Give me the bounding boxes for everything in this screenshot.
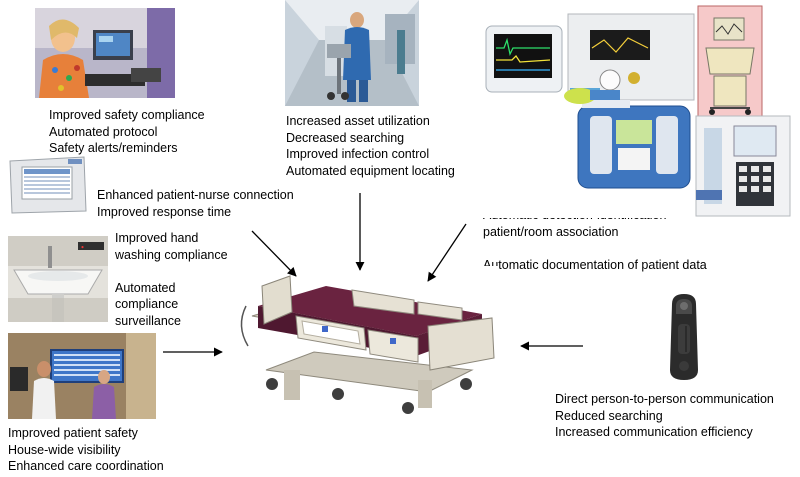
svg-text:●: ●	[81, 245, 84, 251]
nurse-call-console-photo	[8, 155, 88, 215]
benefit-line: Improved patient safety	[8, 426, 138, 440]
benefit-line: washing compliance	[115, 247, 228, 262]
staff-at-display-board-photo	[8, 333, 156, 419]
benefit-line: Improved safety compliance	[49, 108, 205, 122]
pump-module-icon	[695, 115, 791, 217]
benefit-line	[483, 240, 707, 257]
benefit-line: Safety alerts/reminders	[49, 141, 178, 155]
benefit-line: Enhanced patient-nurse connection	[97, 188, 294, 202]
benefit-line: Increased asset utilization	[286, 114, 430, 128]
benefit-line: Enhanced care coordination	[8, 459, 164, 473]
benefit-line: Reduced searching	[555, 408, 663, 423]
nurse-station-benefits: Improved safety compliance Automated pro…	[49, 107, 205, 157]
benefit-line: Decreased searching	[286, 130, 405, 145]
benefit-line: Direct person-to-person communication	[555, 392, 774, 406]
communication-benefits: Direct person-to-person communication Re…	[555, 391, 774, 441]
hospital-bed-photo	[232, 266, 498, 426]
benefit-line: House-wide visibility	[8, 442, 121, 457]
medical-devices-photos	[482, 4, 794, 218]
nurse-at-workstation-photo	[35, 8, 175, 98]
computer-cart-icon	[697, 5, 763, 135]
ventilator-icon	[567, 13, 695, 101]
infusion-pump-icon	[577, 100, 691, 189]
patient-monitor-icon	[485, 25, 563, 93]
benefit-line: Improved infection control	[286, 147, 430, 161]
benefit-line: surveillance	[115, 313, 182, 328]
benefit-line: Automated protocol	[49, 124, 158, 139]
benefit-line: Improved response time	[97, 204, 232, 219]
benefit-line: compliance	[115, 297, 179, 311]
benefit-line: Improved hand	[115, 231, 199, 245]
hand-washing-benefits: Improved hand washing compliance Automat…	[115, 230, 228, 329]
benefit-line: Increased communication efficiency	[555, 425, 753, 439]
benefit-line: patient/room association	[483, 224, 619, 239]
syringe-pump-icon	[564, 88, 620, 104]
visibility-benefits: Improved patient safety House-wide visib…	[8, 425, 164, 475]
asset-tracking-benefits: Increased asset utilization Decreased se…	[286, 113, 455, 179]
benefit-line: Automated	[115, 280, 176, 295]
benefit-line: Automatic documentation of patient data	[483, 257, 707, 272]
benefit-line	[115, 263, 228, 280]
worker-pushing-equipment-photo	[285, 0, 419, 106]
patient-nurse-benefits: Enhanced patient-nurse connection Improv…	[97, 187, 294, 220]
benefit-line: Automated equipment locating	[286, 163, 455, 178]
hand-washing-sink-photo: ●	[8, 236, 108, 322]
wearable-communication-badge-photo	[664, 290, 704, 382]
